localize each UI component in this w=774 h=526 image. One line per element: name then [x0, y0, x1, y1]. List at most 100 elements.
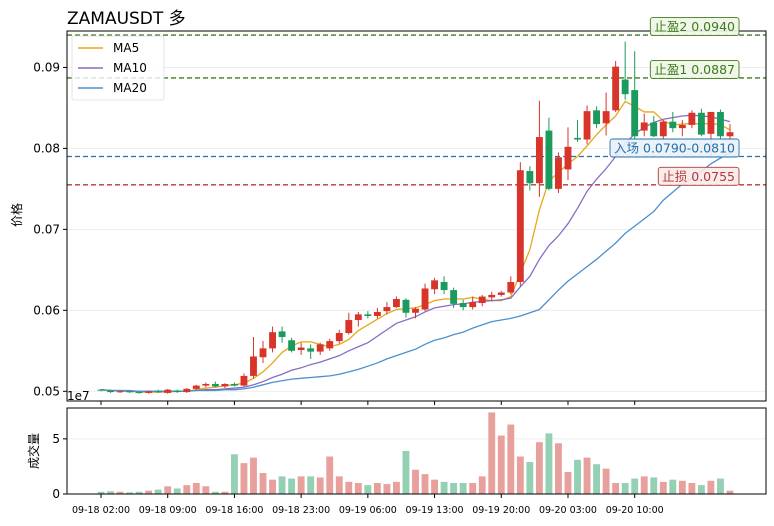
chart-title: ZAMAUSDT 多 — [67, 9, 186, 29]
candle-body — [240, 375, 248, 386]
candle-body — [173, 390, 181, 393]
candle-body — [678, 124, 686, 129]
candle-body — [297, 347, 305, 350]
volume-bar — [97, 491, 105, 494]
volume-bar — [545, 433, 553, 494]
candle-body — [459, 303, 467, 308]
candle-body — [278, 331, 286, 338]
candle-body — [516, 170, 524, 282]
volume-bar — [650, 477, 658, 494]
candle-body — [345, 320, 353, 333]
candle-body — [373, 311, 381, 316]
volume-bar — [173, 488, 181, 494]
volume-bar — [478, 476, 486, 494]
volume-bar — [707, 480, 715, 494]
candle-body — [612, 66, 620, 111]
volume-bar — [459, 482, 467, 494]
candle-body — [583, 111, 591, 140]
price-ytick-label: 0.07 — [33, 222, 60, 236]
volume-y-label: 成交量 — [26, 433, 41, 469]
volume-bar — [307, 476, 315, 494]
candle-body — [555, 157, 562, 189]
volume-bar — [612, 482, 620, 494]
candle-body — [402, 299, 410, 313]
candle-body — [230, 383, 238, 386]
price-ytick-label: 0.09 — [33, 60, 60, 74]
volume-bar — [250, 457, 257, 494]
volume-bar — [440, 481, 448, 494]
ma20-line — [100, 151, 731, 392]
candle-body — [97, 389, 105, 391]
level-label: 入场 0.0790-0.0810 — [614, 140, 735, 155]
level-labels: 止盈2 0.0940 止盈1 0.0887 入场 0.0790-0.0810 止损 0… — [609, 17, 740, 186]
candle-body — [507, 281, 515, 293]
candle-body — [364, 314, 372, 316]
volume-bar — [240, 463, 248, 494]
candle-body — [564, 146, 572, 170]
candle-body — [478, 296, 486, 304]
volume-bar — [145, 490, 153, 494]
candle-body — [107, 390, 114, 393]
xtick-label: 09-20 10:00 — [606, 505, 664, 516]
volume-bar — [640, 476, 648, 494]
volume-frame — [66, 407, 767, 495]
volume-bar — [412, 469, 419, 494]
volume-bar — [164, 486, 172, 494]
price-ytick-label: 0.05 — [33, 384, 60, 398]
candle-body — [316, 344, 324, 352]
volume-bar — [431, 479, 438, 494]
volume-bar — [230, 454, 238, 494]
volume-bar — [402, 451, 410, 494]
volume-bar — [335, 476, 343, 494]
legend-label-ma10: MA10 — [113, 61, 147, 75]
volume-bars — [97, 412, 734, 494]
candle-body — [497, 292, 505, 295]
price-panel: 0.05 0.06 0.07 0.08 0.09 止盈2 0.0940 止盈1 0.088… — [9, 17, 767, 403]
price-gridlines — [67, 67, 766, 392]
candle-body — [412, 308, 419, 313]
price-y-axis: 0.05 0.06 0.07 0.08 0.09 — [33, 60, 67, 398]
xtick-label: 09-19 06:00 — [339, 505, 397, 516]
volume-ytick-label: 5 — [52, 432, 60, 446]
volume-bar — [450, 482, 458, 494]
candle-body — [126, 391, 134, 393]
offset-label: 1e7 — [67, 389, 90, 403]
candle-body — [431, 280, 438, 290]
volume-bar — [507, 424, 515, 494]
candle-body — [697, 112, 705, 135]
volume-bar — [192, 482, 200, 494]
volume-bar — [669, 479, 677, 494]
volume-bar — [583, 457, 591, 494]
level-lines — [67, 34, 766, 186]
candle-body — [259, 348, 267, 358]
volume-bar — [526, 462, 534, 494]
volume-bar — [488, 412, 496, 494]
volume-panel: 05 09-18 02:00 09-18 09:00 09-18 16:00 09-1… — [26, 401, 767, 516]
candle-body — [488, 294, 496, 298]
candle-body — [574, 137, 581, 140]
candle-body — [526, 171, 534, 184]
price-frame — [66, 30, 767, 402]
volume-bar — [269, 479, 276, 494]
volume-bar — [555, 443, 562, 494]
volume-bar — [278, 476, 286, 494]
candle-body — [669, 121, 677, 129]
volume-bar — [202, 486, 210, 494]
level-label-box — [609, 138, 740, 158]
xtick-label: 09-18 23:00 — [272, 505, 330, 516]
legend: MA5 MA10 MA20 — [71, 35, 165, 101]
xtick-label: 09-20 03:00 — [539, 505, 597, 516]
candle-body — [307, 348, 315, 352]
price-y-label: 价格 — [9, 203, 24, 227]
volume-bar — [116, 491, 124, 494]
candle-body — [335, 332, 343, 342]
candle-body — [211, 383, 219, 387]
candle-body — [535, 137, 543, 184]
level-label-box — [649, 17, 740, 36]
price-ytick-label: 0.08 — [33, 141, 60, 155]
candle-body — [116, 391, 124, 393]
volume-bar — [688, 482, 696, 494]
volume-bar — [316, 477, 324, 494]
volume-bar — [259, 473, 267, 494]
